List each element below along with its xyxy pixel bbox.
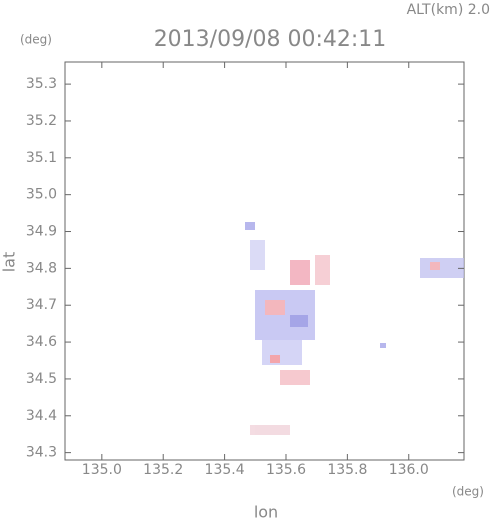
x-tick-label: 135.6 xyxy=(266,462,306,478)
y-tick-label: 34.6 xyxy=(26,334,57,350)
altitude-label: ALT(km) 2.0 xyxy=(407,2,490,18)
y-tick-label: 35.2 xyxy=(26,113,57,129)
y-tick-label: 34.4 xyxy=(26,408,57,424)
y-tick-label: 34.3 xyxy=(26,445,57,461)
y-tick-label: 34.5 xyxy=(26,371,57,387)
x-tick-label: 135.0 xyxy=(82,462,122,478)
y-tick-label: 35.3 xyxy=(26,76,57,92)
x-tick-label: 135.4 xyxy=(205,462,245,478)
x-axis-label: lon xyxy=(254,503,278,521)
y-unit: (deg) xyxy=(20,33,52,47)
x-tick-label: 136.0 xyxy=(389,462,429,478)
x-tick-label: 135.8 xyxy=(327,462,367,478)
x-tick-label: 135.2 xyxy=(143,462,183,478)
x-unit: (deg) xyxy=(452,485,484,499)
y-tick-label: 35.0 xyxy=(26,187,57,203)
radar-echo xyxy=(245,222,464,435)
chart-title: 2013/09/08 00:42:11 xyxy=(154,27,387,52)
y-tick-label: 34.9 xyxy=(26,224,57,240)
y-tick-label: 34.8 xyxy=(26,260,57,276)
y-tick-label: 34.7 xyxy=(26,297,57,313)
y-axis-label: lat xyxy=(0,252,19,273)
y-tick-label: 35.1 xyxy=(26,150,57,166)
